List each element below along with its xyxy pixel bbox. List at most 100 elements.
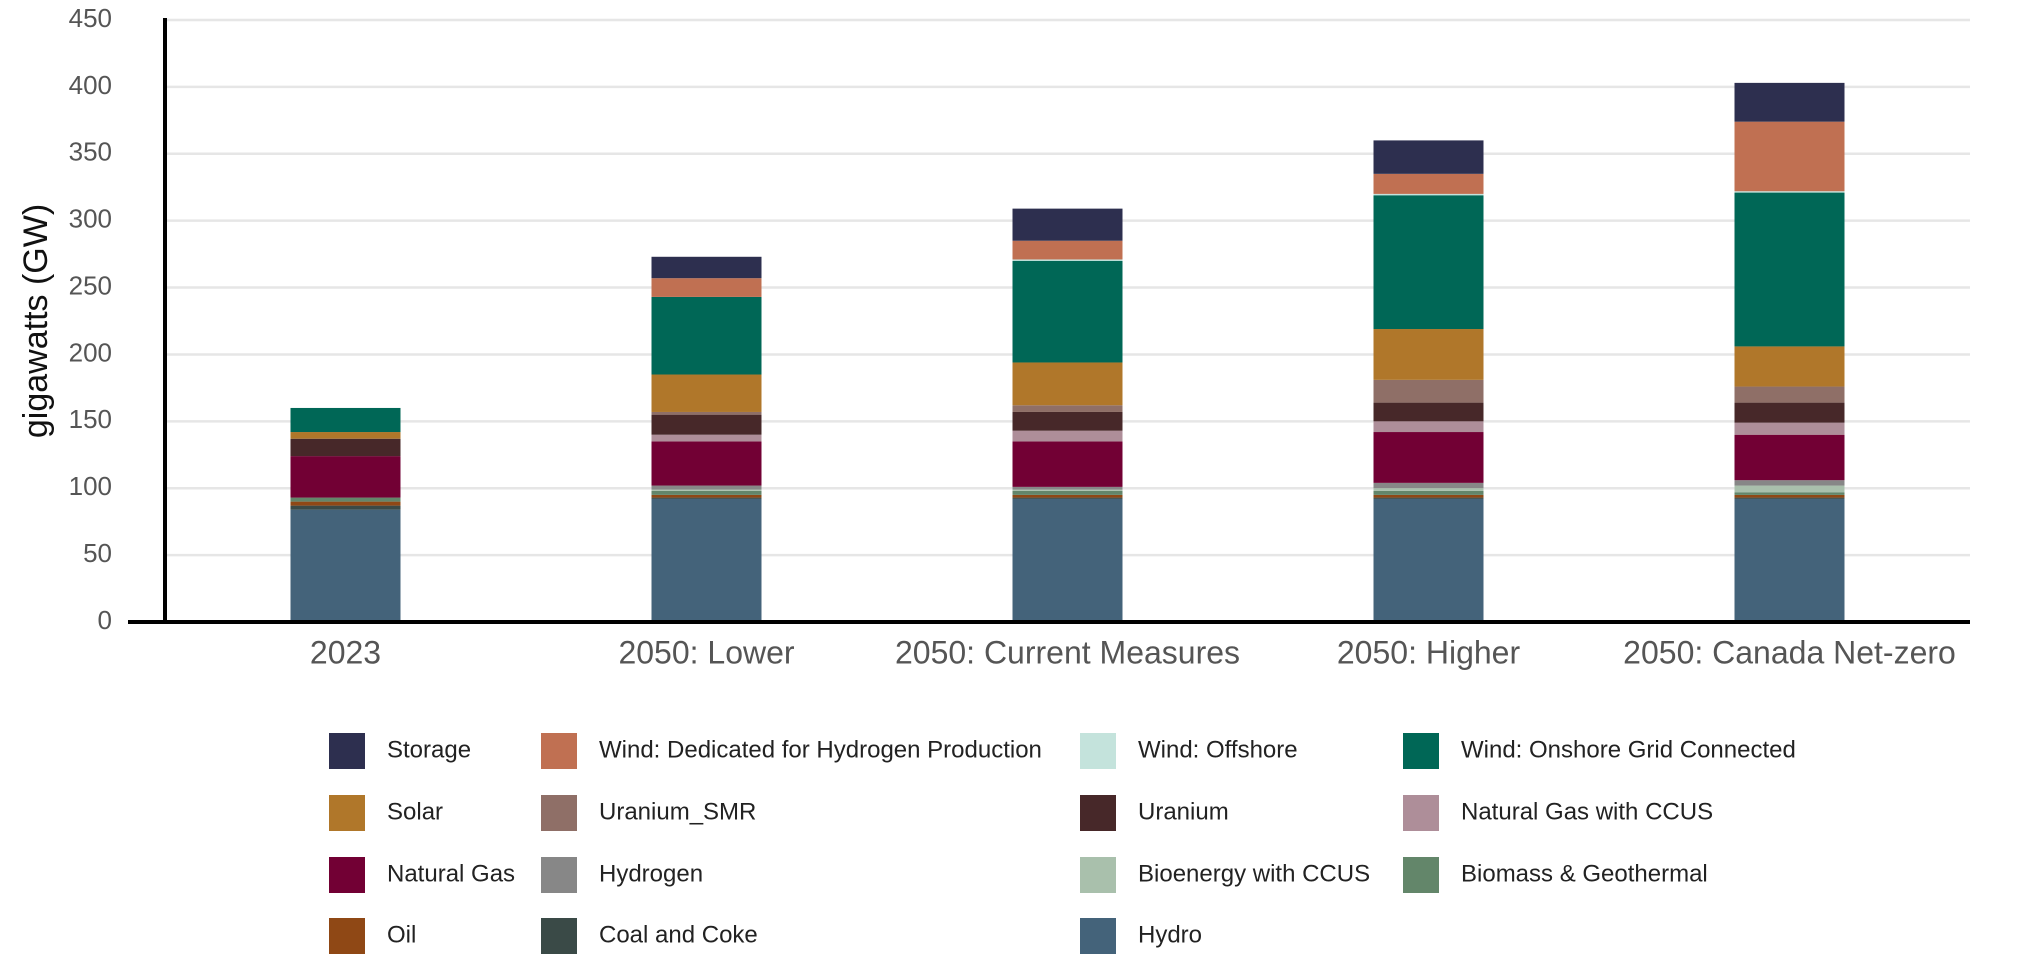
bar-segment: [651, 497, 762, 499]
legend-label: Biomass & Geothermal: [1461, 860, 1708, 887]
bar-segment: [290, 438, 401, 457]
bar-segment: [1373, 498, 1484, 622]
bar-segment: [1373, 379, 1484, 403]
legend-label: Wind: Offshore: [1138, 736, 1298, 763]
legend-swatch: [541, 857, 577, 893]
x-tick-label: 2050: Higher: [1337, 634, 1521, 670]
legend-swatch: [329, 918, 365, 954]
bar-segment: [651, 494, 762, 498]
bar-segment: [1373, 329, 1484, 380]
bar-segment: [1012, 362, 1123, 406]
legend-swatch: [329, 795, 365, 831]
bar-segment: [290, 497, 401, 502]
bar-segment: [290, 509, 401, 622]
bar-segment: [1373, 193, 1484, 196]
bar-segment: [1373, 402, 1484, 422]
y-tick-label: 150: [69, 404, 112, 434]
bar-segment: [1373, 482, 1484, 489]
legend-swatch: [541, 918, 577, 954]
bar-segment: [1734, 192, 1845, 347]
bar-segment: [1012, 260, 1123, 363]
bar-segment: [1373, 494, 1484, 498]
legend-swatch: [541, 733, 577, 769]
bar-segment: [1012, 259, 1123, 261]
bar-segment: [1373, 140, 1484, 174]
legend-label: Hydro: [1138, 921, 1202, 948]
legend-label: Uranium: [1138, 798, 1229, 825]
bar-segment: [1734, 485, 1845, 493]
bar-segment: [651, 489, 762, 491]
bar-segment: [1734, 492, 1845, 495]
bar-segment: [651, 256, 762, 279]
bar-segment: [651, 278, 762, 297]
bar-segment: [1373, 432, 1484, 483]
bar-segment: [290, 505, 401, 510]
legend-label: Coal and Coke: [599, 921, 758, 948]
legend-swatch: [329, 733, 365, 769]
y-tick-label: 0: [98, 605, 112, 635]
bar-segment: [1012, 405, 1123, 412]
legend-label: Natural Gas: [387, 860, 515, 887]
bar-segment: [1373, 497, 1484, 499]
bar-segment: [1012, 240, 1123, 260]
bar-segment: [1734, 434, 1845, 481]
y-tick-label: 350: [69, 137, 112, 167]
bar-segment: [1012, 498, 1123, 622]
bar-segment: [1012, 208, 1123, 241]
y-axis-label: gigawatts (GW): [17, 204, 55, 438]
legend-swatch: [1080, 795, 1116, 831]
x-tick-label: 2050: Current Measures: [895, 634, 1240, 670]
bar-segment: [1734, 191, 1845, 193]
legend-label: Wind: Onshore Grid Connected: [1461, 736, 1796, 763]
legend-label: Oil: [387, 921, 416, 948]
x-tick-label: 2050: Lower: [618, 634, 794, 670]
bar-segment: [1734, 121, 1845, 192]
legend-swatch: [1080, 918, 1116, 954]
legend-swatch: [1403, 733, 1439, 769]
bar-segment: [651, 485, 762, 490]
bar-segment: [290, 432, 401, 439]
bar-segment: [651, 441, 762, 486]
bar-segment: [1012, 494, 1123, 498]
bar-segment: [1373, 173, 1484, 194]
bar-segment: [1373, 488, 1484, 491]
bar-segment: [1734, 422, 1845, 435]
bar-segment: [1373, 490, 1484, 495]
bar-segment: [651, 414, 762, 435]
bar-segment: [1012, 411, 1123, 431]
y-tick-label: 50: [83, 538, 112, 568]
legend-label: Solar: [387, 798, 443, 825]
bar-segment: [1734, 82, 1845, 122]
bar-segment: [290, 501, 401, 506]
bar-segment: [651, 296, 762, 375]
bar-segment: [651, 374, 762, 412]
bar-segment: [651, 411, 762, 415]
bar-segment: [1012, 490, 1123, 495]
bar-segment: [1734, 498, 1845, 622]
legend-swatch: [541, 795, 577, 831]
x-tick-label: 2050: Canada Net-zero: [1623, 634, 1956, 670]
bar-segment: [1012, 441, 1123, 487]
bar-segment: [651, 434, 762, 442]
bar-segment: [1373, 421, 1484, 433]
bar-segment: [651, 490, 762, 495]
bar-segment: [1012, 489, 1123, 491]
bar-segment: [1734, 494, 1845, 498]
legend-label: Uranium_SMR: [599, 798, 756, 825]
bar-segment: [1734, 386, 1845, 403]
bar-segment: [1734, 480, 1845, 486]
legend-swatch: [1403, 857, 1439, 893]
bar-segment: [651, 498, 762, 622]
bar-segment: [1734, 402, 1845, 423]
bar-segment: [1012, 497, 1123, 499]
y-tick-label: 450: [69, 3, 112, 33]
legend-label: Wind: Dedicated for Hydrogen Production: [599, 736, 1042, 763]
legend-label: Natural Gas with CCUS: [1461, 798, 1713, 825]
bar-segment: [1373, 195, 1484, 330]
bar-segment: [1012, 430, 1123, 442]
y-tick-label: 400: [69, 70, 112, 100]
legend-label: Storage: [387, 736, 471, 763]
y-tick-label: 250: [69, 270, 112, 300]
x-tick-label: 2023: [310, 634, 381, 670]
y-tick-label: 300: [69, 204, 112, 234]
